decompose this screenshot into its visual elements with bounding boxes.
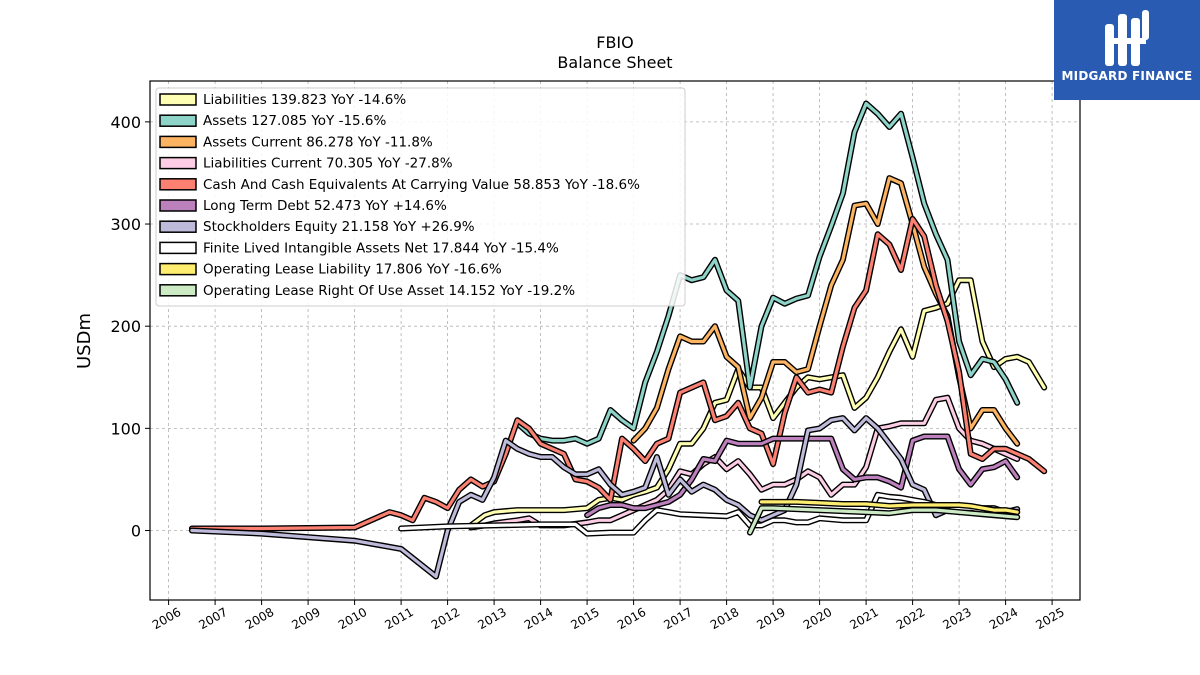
legend-entry: Liabilities Current 70.305 YoY -27.8% — [203, 156, 453, 172]
y-tick-label: 400 — [110, 113, 141, 132]
legend-entry: Liabilities 139.823 YoY -14.6% — [203, 92, 406, 108]
series-line — [631, 176, 1019, 446]
legend-swatch — [159, 262, 197, 276]
legend-swatch — [159, 114, 197, 127]
legend-swatch — [159, 156, 197, 170]
legend-entry: Operating Lease Right Of Use Asset 14.15… — [203, 283, 575, 299]
y-tick-label: 200 — [110, 317, 141, 336]
x-tick-label: 2024 — [987, 605, 1020, 632]
x-tick-label: 2010 — [336, 605, 369, 632]
legend-swatch — [159, 220, 197, 233]
series-line — [469, 396, 1019, 530]
legend-swatch — [159, 284, 197, 297]
series-line — [515, 101, 1019, 446]
x-tick-label: 2023 — [940, 605, 973, 632]
legend-entry: Operating Lease Liability 17.806 YoY -16… — [203, 262, 502, 278]
x-tick-label: 2012 — [429, 605, 462, 632]
legend-entry: Stockholders Equity 21.158 YoY +26.9% — [203, 219, 475, 235]
series-layer — [188, 100, 1048, 580]
brand-logo: MIDGARD FINANCE — [1054, 0, 1200, 100]
y-tick-label: 0 — [131, 522, 141, 541]
x-tick-label: 2018 — [708, 605, 741, 632]
series-assets — [514, 100, 1021, 447]
chart-title: FBIO — [596, 33, 634, 52]
x-axis: 2006 2007 2008 2009 2010 2011 2012 2013 2014 2015… — [150, 600, 1067, 632]
x-tick-label: 2014 — [522, 605, 555, 632]
x-tick-label: 2022 — [894, 605, 927, 632]
legend-entry: Finite Lived Intangible Assets Net 17.84… — [203, 240, 559, 256]
series-assets-current — [630, 175, 1021, 447]
legend-swatch — [159, 93, 197, 106]
series-line — [585, 434, 1019, 517]
x-tick-label: 2017 — [661, 605, 694, 632]
series-line — [748, 506, 1019, 535]
legend-swatch — [159, 135, 197, 149]
legend-entry: Cash And Cash Equivalents At Carrying Va… — [203, 177, 640, 193]
y-axis-label: USDm — [74, 313, 95, 369]
legend-swatch — [159, 199, 197, 212]
x-tick-label: 2016 — [615, 605, 648, 632]
x-tick-label: 2015 — [568, 605, 601, 632]
x-tick-label: 2008 — [243, 605, 276, 632]
legend-swatch — [159, 241, 197, 255]
legend-entry: Assets Current 86.278 YoY -11.8% — [203, 134, 433, 150]
legend: Liabilities 139.823 YoY -14.6% Assets 127… — [155, 87, 686, 307]
x-tick-label: 2019 — [754, 605, 787, 632]
series-long-term-debt — [584, 433, 1021, 519]
x-tick-label: 2007 — [196, 605, 229, 632]
x-tick-label: 2021 — [847, 605, 880, 632]
legend-swatch — [159, 178, 197, 191]
y-axis: 0 100 200 300 400 — [110, 113, 150, 541]
series-liabilities-current — [467, 394, 1021, 531]
y-tick-label: 100 — [110, 419, 141, 438]
brand-name: MIDGARD FINANCE — [1061, 69, 1193, 83]
y-tick-label: 300 — [110, 215, 141, 234]
series-line — [190, 217, 1046, 531]
series-operating-lease-right-of-use-asset — [746, 505, 1021, 536]
series-stockholders-equity — [188, 415, 1021, 580]
x-tick-label: 2006 — [150, 605, 183, 632]
plot-frame — [149, 80, 1081, 601]
legend-entry: Assets 127.085 YoY -15.6% — [203, 113, 387, 129]
series-cash-and-cash-equivalents-at-carrying-value — [188, 215, 1048, 532]
x-tick-label: 2011 — [382, 605, 415, 632]
series-line — [759, 500, 1019, 514]
legend-entry: Long Term Debt 52.473 YoY +14.6% — [203, 198, 447, 214]
chart-subtitle: Balance Sheet — [557, 53, 672, 72]
series-operating-lease-liability — [758, 498, 1021, 516]
brand-mark-icon — [1105, 10, 1149, 66]
x-tick-label: 2009 — [289, 605, 322, 632]
series-line — [190, 416, 1019, 579]
x-tick-label: 2013 — [475, 605, 508, 632]
legend-box — [155, 87, 686, 307]
x-tick-label: 2025 — [1033, 605, 1066, 632]
x-tick-label: 2020 — [801, 605, 834, 632]
